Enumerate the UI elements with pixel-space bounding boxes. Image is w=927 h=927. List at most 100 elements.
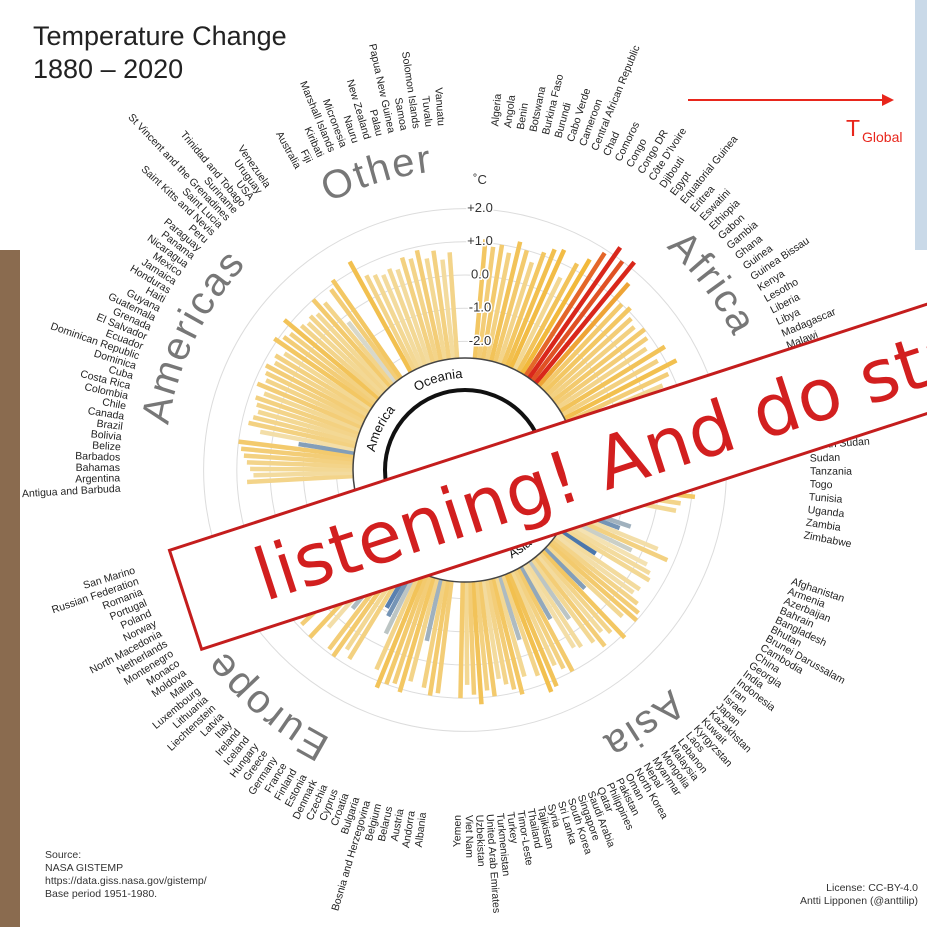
temperature-bar xyxy=(559,344,667,414)
country-label: Austria xyxy=(389,808,407,842)
y-axis-label: ˚C xyxy=(473,172,487,187)
country-label: Brazil xyxy=(96,418,124,433)
country-label: Antigua and Barbuda xyxy=(22,483,121,500)
temperature-bar xyxy=(440,259,456,359)
temperature-bar xyxy=(458,581,466,699)
annotation-subscript: Global xyxy=(862,129,902,145)
temperature-bar xyxy=(487,578,517,690)
temperature-bar xyxy=(346,320,398,384)
temperature-bar xyxy=(246,473,354,485)
country-label: Tunisia xyxy=(808,491,842,506)
temperature-bar xyxy=(497,261,535,365)
temperature-bar xyxy=(265,378,364,426)
license-line: License: CC-BY-4.0 xyxy=(826,882,918,894)
video-edge xyxy=(0,250,20,927)
temperature-bar xyxy=(552,536,639,606)
temperature-bar xyxy=(392,575,433,685)
temperature-bar xyxy=(384,574,429,685)
temperature-bar xyxy=(521,564,576,649)
country-label: Zambia xyxy=(805,517,842,534)
temperature-bar xyxy=(505,248,557,368)
country-label: Argentina xyxy=(75,472,120,485)
temperature-bar xyxy=(538,551,613,634)
temperature-bar xyxy=(533,260,636,385)
temperature-bar xyxy=(257,409,358,442)
temperature-bar xyxy=(500,574,541,677)
temperature-bar xyxy=(497,575,522,641)
temperature-bar xyxy=(282,318,381,401)
temperature-bar xyxy=(545,544,624,619)
temperature-bar xyxy=(424,578,443,642)
temperature-bar xyxy=(298,441,355,455)
temperature-bar xyxy=(540,302,624,391)
temperature-bar xyxy=(540,549,627,640)
temperature-bar xyxy=(238,439,355,459)
source-line: https://data.giss.nasa.gov/gistemp/ xyxy=(45,875,207,887)
temperature-bar xyxy=(243,453,354,465)
temperature-bar xyxy=(512,276,563,371)
temperature-bar xyxy=(473,581,490,691)
country-label: Syria xyxy=(545,803,563,829)
temperature-bar xyxy=(408,258,440,363)
country-label: Bolivia xyxy=(90,428,122,443)
temperature-bar xyxy=(551,327,647,403)
temperature-bar xyxy=(523,251,607,378)
temperature-bar xyxy=(563,519,648,567)
temperature-bar xyxy=(480,580,502,680)
temperature-bar xyxy=(493,577,527,678)
temperature-bar xyxy=(527,246,623,380)
country-label: Viet Nam xyxy=(463,815,475,858)
arrow-head xyxy=(882,94,894,106)
temperature-bar xyxy=(535,554,604,634)
temperature-bar xyxy=(556,531,641,592)
country-label: Barbados xyxy=(75,450,120,464)
temperature-bar xyxy=(311,298,393,388)
temperature-bar xyxy=(549,539,640,615)
temperature-bar xyxy=(421,579,447,689)
country-label: Uzbekistan xyxy=(473,814,487,867)
country-label: Andorra xyxy=(400,810,418,849)
temperature-bar xyxy=(395,268,432,365)
temperature-bar xyxy=(501,251,547,366)
temperature-bar xyxy=(240,446,354,462)
temperature-bar xyxy=(256,402,359,439)
temperature-bar xyxy=(503,573,554,693)
temperature-bar xyxy=(532,556,607,648)
country-label: Uganda xyxy=(807,504,845,520)
country-label: Tanzania xyxy=(810,465,852,477)
video-edge xyxy=(915,0,927,250)
country-label: Sudan xyxy=(810,452,841,465)
country-label: Belize xyxy=(92,440,121,454)
temperature-bar xyxy=(329,288,401,382)
temperature-bar xyxy=(554,534,635,595)
country-label: Algeria xyxy=(489,93,504,127)
license-line: Antti Lipponen (@anttilip) xyxy=(800,895,918,907)
temperature-bar xyxy=(427,580,451,696)
temperature-bar xyxy=(512,569,566,670)
temperature-bar xyxy=(489,241,523,362)
temperature-bar xyxy=(554,336,649,407)
temperature-bar xyxy=(282,335,377,406)
temperature-bar xyxy=(556,346,648,410)
temperature-bar xyxy=(256,381,363,430)
country-label: Tuvalu xyxy=(419,95,434,127)
temperature-bar xyxy=(470,581,484,705)
country-label: Chile xyxy=(101,396,127,412)
temperature-bar xyxy=(463,581,470,685)
temperature-bar xyxy=(315,312,390,391)
country-label: Vanuatu xyxy=(432,87,447,126)
country-label: Fiji xyxy=(298,148,315,165)
temperature-bar xyxy=(374,572,426,689)
temperature-bar xyxy=(246,460,354,469)
temperature-bar xyxy=(273,360,369,417)
temperature-bar xyxy=(543,547,587,591)
temperature-bar xyxy=(435,580,454,694)
temperature-bar xyxy=(347,260,413,374)
temperature-bar xyxy=(299,323,383,398)
temperature-bar xyxy=(252,415,357,446)
temperature-bar xyxy=(565,371,670,425)
annotation-symbol: T xyxy=(846,115,860,141)
temperature-bar xyxy=(559,525,651,583)
temperature-bar xyxy=(472,239,488,359)
